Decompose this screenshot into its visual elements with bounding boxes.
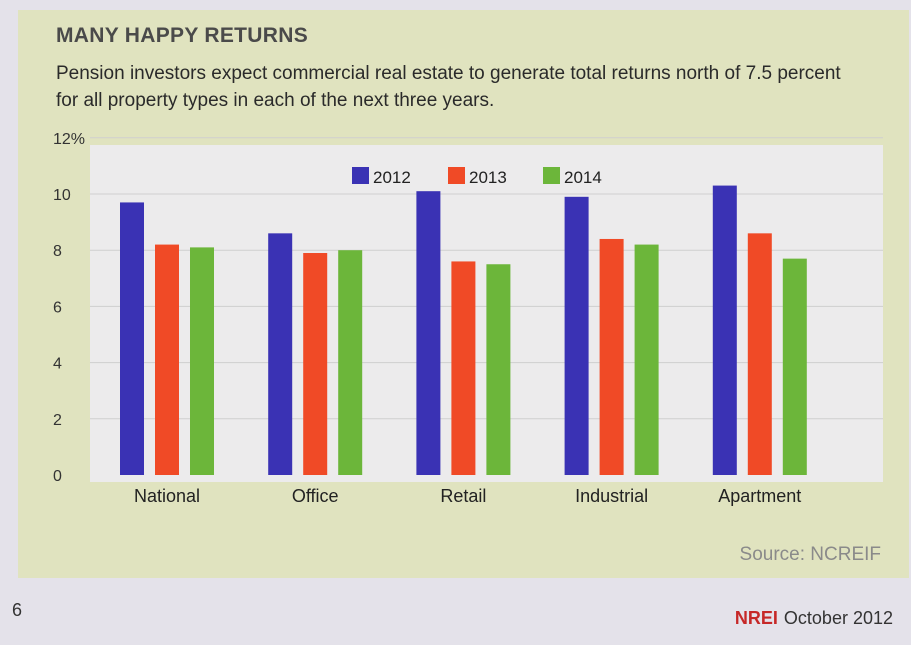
bar-2012-office — [268, 233, 293, 475]
brand-logo: NREI — [734, 608, 778, 628]
y-tick-label: 0 — [53, 468, 62, 485]
bar-2012-industrial — [564, 196, 589, 475]
legend-swatch — [352, 167, 369, 184]
bar-2013-industrial — [599, 238, 624, 475]
y-tick-label: 2 — [53, 412, 62, 429]
bar-2013-retail — [451, 261, 476, 475]
bar-2013-national — [155, 244, 179, 475]
bar-2012-national — [120, 202, 144, 475]
x-tick-label: Retail — [440, 486, 486, 506]
bar-2012-retail — [416, 191, 441, 475]
y-tick-label: 10 — [53, 187, 71, 204]
bar-2014-industrial — [634, 244, 659, 475]
y-tick-label: 4 — [53, 356, 62, 373]
chart-subtitle: Pension investors expect commercial real… — [56, 63, 841, 111]
legend-label: 2014 — [564, 168, 602, 187]
x-tick-label: Office — [292, 486, 339, 506]
page-number: 6 — [12, 600, 23, 620]
y-tick-label: 12% — [53, 131, 85, 148]
source-note: Source: NCREIF — [739, 544, 881, 565]
bar-2013-office — [303, 253, 328, 475]
x-tick-label: Apartment — [718, 486, 801, 506]
issue-date: October 2012 — [783, 608, 893, 628]
bar-2014-national — [190, 247, 214, 475]
x-tick-label: National — [134, 486, 200, 506]
bar-2013-apartment — [747, 233, 772, 475]
bar-2012-apartment — [712, 185, 737, 475]
legend-label: 2012 — [373, 168, 411, 187]
bar-2014-apartment — [782, 258, 807, 475]
magazine-footer: NREI October 2012 — [735, 608, 893, 629]
legend-swatch — [543, 167, 560, 184]
bar-2014-retail — [486, 264, 511, 475]
chart-title: MANY HAPPY RETURNS — [56, 24, 308, 47]
y-tick-label: 6 — [53, 299, 62, 316]
legend-label: 2013 — [469, 168, 507, 187]
legend-swatch — [448, 167, 465, 184]
x-tick-label: Industrial — [575, 486, 648, 506]
y-tick-label: 8 — [53, 243, 62, 260]
bar-2014-office — [338, 250, 363, 475]
